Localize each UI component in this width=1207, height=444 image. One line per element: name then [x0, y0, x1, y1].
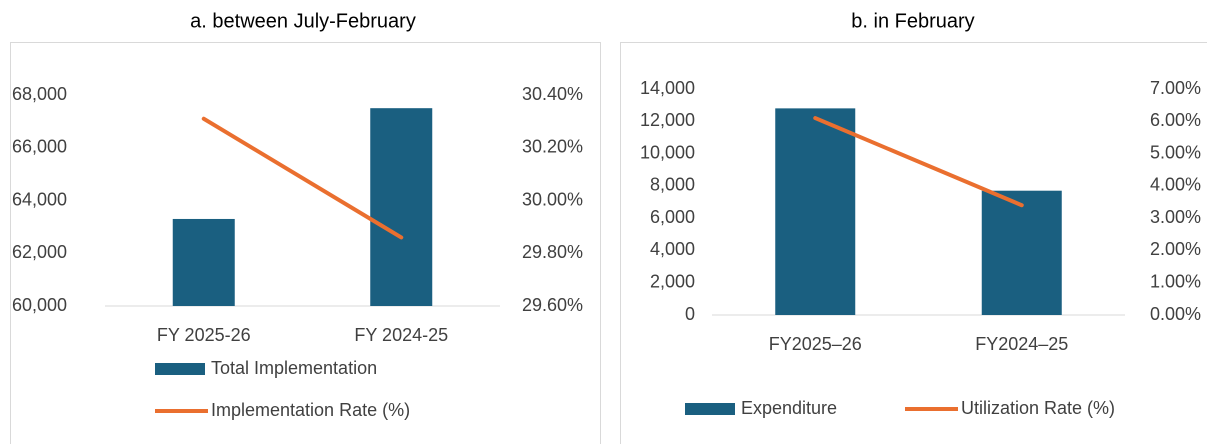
- y2-tick-label: 6.00%: [1150, 110, 1201, 130]
- legend-swatch: [155, 363, 205, 375]
- bar: [172, 218, 235, 306]
- legend-label: Implementation Rate (%): [211, 400, 410, 420]
- legend-swatch: [685, 403, 735, 415]
- y-tick-label: 2,000: [650, 271, 695, 291]
- bar: [370, 108, 433, 306]
- bar: [775, 108, 856, 315]
- y2-tick-label: 4.00%: [1150, 175, 1201, 195]
- y-tick-label: 6,000: [650, 207, 695, 227]
- chart-title: a. between July-February: [190, 10, 416, 32]
- y-tick-label: 62,000: [12, 242, 67, 262]
- line: [813, 116, 1024, 208]
- x-tick-label: FY2025–26: [769, 334, 862, 354]
- x-tick-label: FY 2024-25: [354, 325, 448, 345]
- y-tick-label: 64,000: [12, 189, 67, 209]
- chart-title: b. in February: [851, 10, 974, 32]
- y-tick-label: 12,000: [640, 110, 695, 130]
- legend-label: Utilization Rate (%): [961, 398, 1115, 418]
- y-tick-label: 66,000: [12, 137, 67, 157]
- bar: [981, 190, 1062, 315]
- y-tick-label: 4,000: [650, 239, 695, 259]
- y2-tick-label: 5.00%: [1150, 142, 1201, 162]
- legend-label: Expenditure: [741, 398, 837, 418]
- y-tick-label: 14,000: [640, 78, 695, 98]
- y-tick-label: 0: [685, 304, 695, 324]
- panel-border: [620, 42, 1207, 444]
- y-tick-label: 8,000: [650, 175, 695, 195]
- y2-tick-label: 0.00%: [1150, 304, 1201, 324]
- y2-tick-label: 29.60%: [522, 295, 583, 315]
- y2-tick-label: 1.00%: [1150, 271, 1201, 291]
- y-tick-label: 10,000: [640, 142, 695, 162]
- y2-tick-label: 30.00%: [522, 189, 583, 209]
- line: [201, 116, 404, 240]
- y2-tick-label: 3.00%: [1150, 207, 1201, 227]
- y-tick-label: 68,000: [12, 84, 67, 104]
- panel-border: [10, 42, 601, 444]
- y-tick-label: 60,000: [12, 295, 67, 315]
- x-tick-label: FY2024–25: [975, 334, 1068, 354]
- y2-tick-label: 30.40%: [522, 84, 583, 104]
- y2-tick-label: 7.00%: [1150, 78, 1201, 98]
- x-tick-label: FY 2025-26: [157, 325, 251, 345]
- legend-label: Total Implementation: [211, 358, 377, 378]
- y2-tick-label: 2.00%: [1150, 239, 1201, 259]
- y2-tick-label: 30.20%: [522, 137, 583, 157]
- y2-tick-label: 29.80%: [522, 242, 583, 262]
